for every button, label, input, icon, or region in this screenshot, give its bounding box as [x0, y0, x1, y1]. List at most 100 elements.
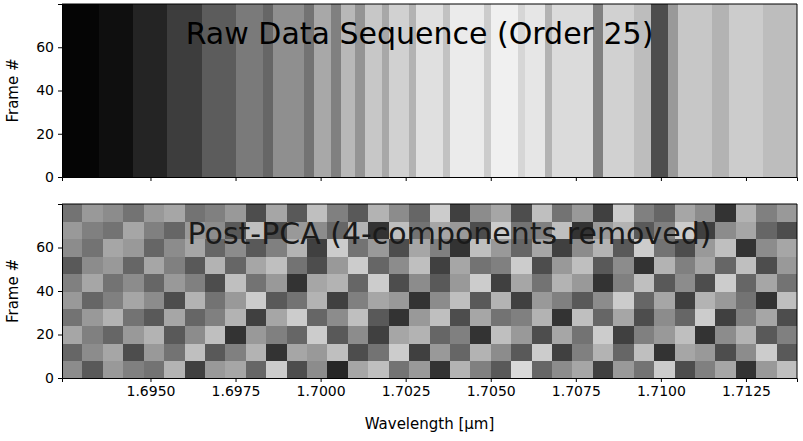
cell — [368, 291, 389, 309]
cell — [185, 343, 206, 361]
cell — [491, 326, 512, 344]
cell — [123, 361, 144, 378]
panel-title: Post-PCA (4-components removed) — [188, 216, 712, 251]
cell — [470, 256, 491, 274]
cell — [62, 221, 83, 239]
cell — [736, 239, 757, 257]
tick-mark — [236, 378, 237, 382]
cell — [777, 239, 797, 257]
tick-label: 0 — [45, 169, 54, 185]
cell — [777, 256, 797, 274]
cell — [246, 256, 267, 274]
cell — [225, 343, 246, 361]
cell — [409, 361, 430, 378]
cell — [777, 326, 797, 344]
cell — [552, 326, 573, 344]
tick-mark — [58, 91, 62, 92]
cell — [634, 361, 655, 378]
cell — [307, 291, 328, 309]
cell — [205, 343, 226, 361]
cell — [634, 308, 655, 326]
cell — [307, 274, 328, 292]
x-axis: 1.69501.69751.70001.70251.70501.70751.71… — [63, 378, 798, 399]
cell — [246, 326, 267, 344]
cell — [715, 291, 736, 309]
cell — [144, 326, 165, 344]
cell — [123, 204, 144, 222]
cell — [675, 274, 696, 292]
cell — [144, 239, 165, 257]
cell — [491, 274, 512, 292]
cell — [266, 326, 287, 344]
cell — [552, 361, 573, 378]
cell — [327, 274, 348, 292]
cell — [491, 291, 512, 309]
cell — [82, 256, 103, 274]
cell — [389, 343, 410, 361]
cell — [715, 221, 736, 239]
cell — [348, 256, 369, 274]
cell — [430, 343, 451, 361]
cell — [368, 343, 389, 361]
tick-label: 1.6950 — [126, 383, 175, 399]
frame — [62, 4, 797, 5]
cell — [185, 291, 206, 309]
tick: 0 — [45, 370, 62, 386]
y-axis: 0204060 — [36, 205, 62, 386]
cell — [777, 308, 797, 326]
tick: 20 — [36, 126, 62, 142]
cell — [777, 221, 797, 239]
tick: 1.7025 — [382, 378, 431, 399]
tick-mark — [150, 378, 151, 382]
cell — [287, 361, 308, 378]
cell — [409, 308, 430, 326]
tick-mark — [58, 47, 62, 48]
axis-line — [63, 379, 798, 383]
cell — [715, 343, 736, 361]
cell — [164, 343, 185, 361]
cell — [470, 361, 491, 378]
cell — [307, 361, 328, 378]
cell — [103, 308, 124, 326]
tick — [236, 177, 237, 181]
cell — [348, 274, 369, 292]
cell — [327, 291, 348, 309]
cell — [82, 291, 103, 309]
cell — [144, 361, 165, 378]
cell — [123, 291, 144, 309]
cell — [678, 4, 713, 177]
tick-mark — [661, 177, 662, 181]
tick-label: 1.7025 — [382, 383, 431, 399]
tick-mark — [576, 177, 577, 181]
panel: 02040601.69501.69751.70001.70251.70501.7… — [4, 204, 798, 433]
cell — [736, 204, 757, 222]
cell — [634, 326, 655, 344]
cell — [348, 343, 369, 361]
cell — [511, 274, 532, 292]
cell — [450, 308, 471, 326]
cell — [327, 308, 348, 326]
cell — [144, 291, 165, 309]
cell — [103, 221, 124, 239]
tick-label: 1.7100 — [637, 383, 686, 399]
cell — [246, 361, 267, 378]
tick-mark — [406, 177, 407, 181]
cell — [103, 326, 124, 344]
cell — [695, 343, 716, 361]
cell — [552, 274, 573, 292]
cell — [389, 361, 410, 378]
cell — [715, 239, 736, 257]
cell — [348, 326, 369, 344]
cell — [327, 343, 348, 361]
tick-mark — [58, 378, 62, 379]
tick: 1.7100 — [637, 378, 686, 399]
cell — [736, 256, 757, 274]
cell — [532, 308, 553, 326]
cell — [736, 343, 757, 361]
cell — [62, 308, 83, 326]
axis-title: Frame # — [4, 259, 22, 323]
cell — [491, 361, 512, 378]
tick — [576, 177, 577, 181]
cell — [654, 343, 675, 361]
cell — [675, 256, 696, 274]
